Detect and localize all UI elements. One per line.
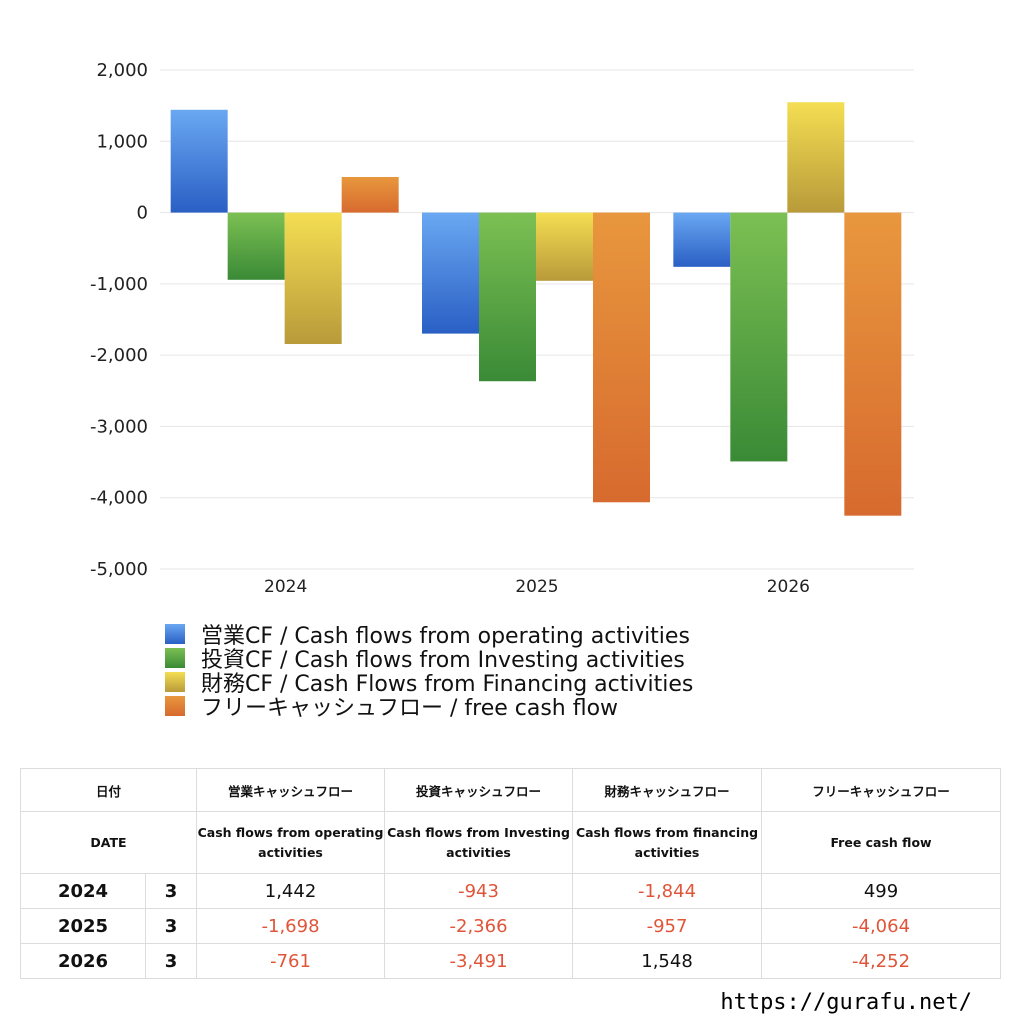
- legend-label-free-cash-flow: フリーキャッシュフロー / free cash flow: [201, 696, 619, 721]
- bar-2024-series-0: [170, 109, 228, 213]
- cell-free-cash-flow: -4,064: [761, 908, 1002, 944]
- bar-2024-series-3: [341, 176, 399, 213]
- cash-flow-table: 日付 営業キャッシュフロー 投資キャッシュフロー 財務キャッシュフロー フリーキ…: [19, 768, 1002, 979]
- x-category-label: 2024: [264, 577, 307, 597]
- cell-financing: 1,548: [572, 943, 763, 979]
- row-year: 2025: [20, 908, 146, 944]
- chart-bars: [170, 102, 902, 516]
- cash-flow-bar-chart: 2,000 1,000 0 -1,000 -2,000 -3,000 -4,000 -5,00…: [90, 60, 914, 597]
- row-year: 2024: [20, 873, 146, 909]
- y-tick-label: 2,000: [96, 60, 148, 81]
- y-tick-label: -5,000: [90, 559, 148, 580]
- legend-item-operating: 営業CF / Cash flows from operating activit…: [165, 622, 693, 649]
- legend-item-investing: 投資CF / Cash flows from Investing activit…: [165, 646, 693, 673]
- y-tick-label: -1,000: [90, 274, 148, 295]
- legend-label-operating: 営業CF / Cash flows from operating activit…: [201, 624, 690, 649]
- bar-2026-series-1: [730, 212, 788, 462]
- cell-free-cash-flow: 499: [761, 873, 1002, 909]
- table-row: 2025 3 -1,698 -2,366 -957 -4,064: [20, 908, 1002, 944]
- bar-2025-series-2: [536, 212, 593, 281]
- chart-legend: 営業CF / Cash flows from operating activit…: [165, 622, 693, 721]
- source-url[interactable]: https://gurafu.net/: [720, 990, 972, 1015]
- legend-swatch-operating: [165, 624, 185, 644]
- header-financing-en: Cash flows from financing activities: [572, 811, 763, 874]
- bar-2025-series-1: [479, 212, 536, 382]
- legend-item-financing: 財務CF / Cash Flows from Financing activit…: [165, 670, 693, 697]
- cell-operating: -761: [196, 943, 386, 979]
- row-year: 2026: [20, 943, 146, 979]
- header-date-en: DATE: [19, 811, 198, 874]
- row-month: 3: [144, 908, 198, 944]
- table-row: 2026 3 -761 -3,491 1,548 -4,252: [20, 943, 1002, 979]
- legend-swatch-financing: [165, 672, 185, 692]
- x-category-label: 2025: [515, 577, 558, 597]
- header-financing-ja: 財務キャッシュフロー: [572, 768, 763, 812]
- header-free-cash-flow-ja: フリーキャッシュフロー: [761, 768, 1002, 812]
- bar-2026-series-3: [844, 212, 902, 516]
- y-axis-tick-labels: 2,000 1,000 0 -1,000 -2,000 -3,000 -4,000 -5,00…: [90, 60, 148, 580]
- cell-operating: 1,442: [196, 873, 386, 909]
- header-free-cash-flow-en: Free cash flow: [761, 811, 1002, 874]
- bar-2024-series-2: [284, 212, 342, 345]
- legend-swatch-investing: [165, 648, 185, 668]
- table-row: 2024 3 1,442 -943 -1,844 499: [20, 873, 1002, 909]
- y-tick-label: -4,000: [90, 488, 148, 509]
- y-tick-label: -3,000: [90, 416, 148, 437]
- cell-investing: -943: [384, 873, 574, 909]
- row-month: 3: [144, 943, 198, 979]
- bar-2024-series-1: [227, 212, 285, 280]
- x-axis-category-labels: 2024 2025 2026: [264, 577, 810, 597]
- bar-2026-series-0: [673, 212, 731, 267]
- table-header-ja: 日付 営業キャッシュフロー 投資キャッシュフロー 財務キャッシュフロー フリーキ…: [19, 768, 1002, 812]
- legend-label-financing: 財務CF / Cash Flows from Financing activit…: [201, 672, 694, 697]
- header-investing-en: Cash flows from Investing activities: [384, 811, 574, 874]
- cell-investing: -2,366: [384, 908, 574, 944]
- y-tick-label: 0: [137, 203, 148, 224]
- table-header-en: DATE Cash flows from operating activitie…: [19, 811, 1002, 874]
- y-tick-label: 1,000: [96, 131, 148, 152]
- header-date-ja: 日付: [19, 768, 198, 812]
- bar-2026-series-2: [787, 102, 845, 213]
- header-investing-ja: 投資キャッシュフロー: [384, 768, 574, 812]
- y-tick-label: -2,000: [90, 345, 148, 366]
- cell-free-cash-flow: -4,252: [761, 943, 1002, 979]
- bar-2025-series-3: [593, 212, 650, 503]
- row-month: 3: [144, 873, 198, 909]
- cell-financing: -1,844: [572, 873, 763, 909]
- legend-item-free-cash-flow: フリーキャッシュフロー / free cash flow: [165, 694, 693, 721]
- cell-investing: -3,491: [384, 943, 574, 979]
- cell-operating: -1,698: [196, 908, 386, 944]
- bar-2025-series-0: [422, 212, 479, 334]
- legend-swatch-free-cash-flow: [165, 696, 185, 716]
- header-operating-en: Cash flows from operating activities: [196, 811, 386, 874]
- x-category-label: 2026: [767, 577, 810, 597]
- header-operating-ja: 営業キャッシュフロー: [196, 768, 386, 812]
- legend-label-investing: 投資CF / Cash flows from Investing activit…: [201, 648, 685, 673]
- cell-financing: -957: [572, 908, 763, 944]
